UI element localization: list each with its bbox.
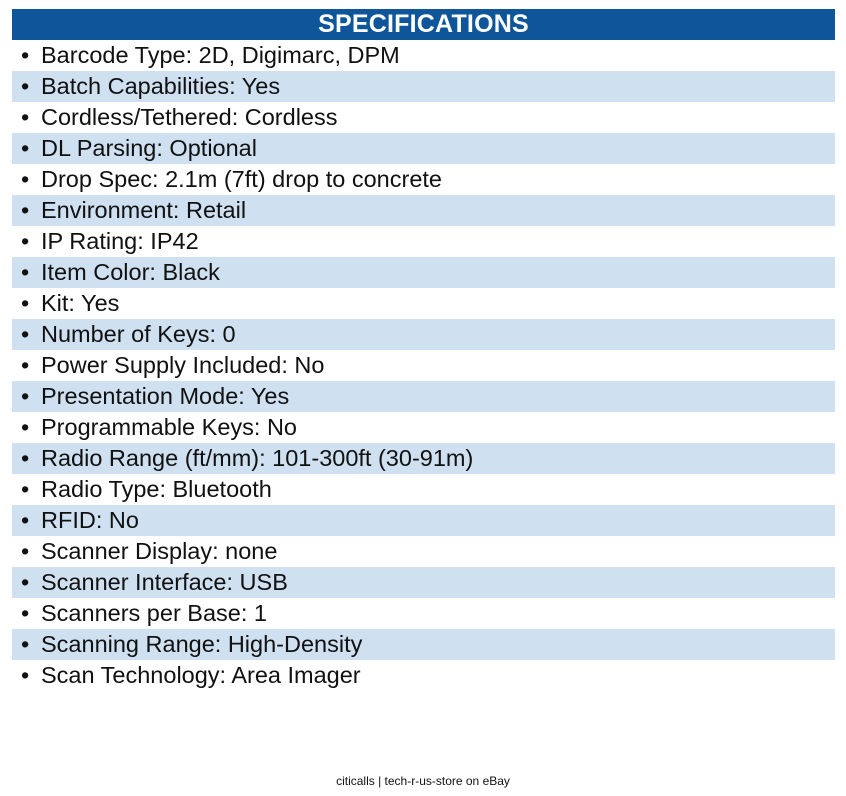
- bullet-marker: •: [21, 197, 30, 223]
- spec-text: Item Color: Black: [41, 259, 220, 285]
- bullet-marker: •: [21, 228, 30, 254]
- spec-row: • Drop Spec: 2.1m (7ft) drop to concrete: [12, 164, 835, 195]
- spec-row: • Kit: Yes: [12, 288, 835, 319]
- specifications-header: SPECIFICATIONS: [12, 9, 835, 40]
- spec-text: IP Rating: IP42: [41, 228, 199, 254]
- spec-text: Barcode Type: 2D, Digimarc, DPM: [41, 42, 400, 68]
- bullet-marker: •: [21, 73, 30, 99]
- spec-text: Cordless/Tethered: Cordless: [41, 104, 338, 130]
- spec-row: • Item Color: Black: [12, 257, 835, 288]
- spec-row: • Scanning Range: High-Density: [12, 629, 835, 660]
- spec-text: Drop Spec: 2.1m (7ft) drop to concrete: [41, 166, 442, 192]
- bullet-marker: •: [21, 631, 30, 657]
- spec-row: • Radio Type: Bluetooth: [12, 474, 835, 505]
- bullet-marker: •: [21, 135, 30, 161]
- bullet-marker: •: [21, 290, 30, 316]
- spec-row: • Barcode Type: 2D, Digimarc, DPM: [12, 40, 835, 71]
- spec-text: Kit: Yes: [41, 290, 120, 316]
- spec-row: • Environment: Retail: [12, 195, 835, 226]
- bullet-marker: •: [21, 383, 30, 409]
- bullet-marker: •: [21, 104, 30, 130]
- bullet-marker: •: [21, 352, 30, 378]
- spec-row: • RFID: No: [12, 505, 835, 536]
- bullet-marker: •: [21, 476, 30, 502]
- spec-row: • IP Rating: IP42: [12, 226, 835, 257]
- spec-row: • Scanner Display: none: [12, 536, 835, 567]
- spec-text: Number of Keys: 0: [41, 321, 236, 347]
- spec-text: Scanner Interface: USB: [41, 569, 288, 595]
- spec-text: Scan Technology: Area Imager: [41, 662, 361, 688]
- spec-text: Programmable Keys: No: [41, 414, 297, 440]
- spec-text: Radio Range (ft/mm): 101-300ft (30-91m): [41, 445, 474, 471]
- spec-text: Presentation Mode: Yes: [41, 383, 290, 409]
- spec-text: Batch Capabilities: Yes: [41, 73, 281, 99]
- spec-row: • Number of Keys: 0: [12, 319, 835, 350]
- spec-text: Scanning Range: High-Density: [41, 631, 363, 657]
- spec-row: • Power Supply Included: No: [12, 350, 835, 381]
- spec-row: • Programmable Keys: No: [12, 412, 835, 443]
- footer-credit: citicalls | tech-r-us-store on eBay: [336, 774, 510, 788]
- spec-row: • Presentation Mode: Yes: [12, 381, 835, 412]
- spec-row: • Scanners per Base: 1: [12, 598, 835, 629]
- spec-text: Environment: Retail: [41, 197, 247, 223]
- specifications-table: SPECIFICATIONS • Barcode Type: 2D, Digima…: [12, 9, 835, 691]
- spec-text: Scanners per Base: 1: [41, 600, 267, 626]
- spec-row: • DL Parsing: Optional: [12, 133, 835, 164]
- bullet-marker: •: [21, 445, 30, 471]
- bullet-marker: •: [21, 166, 30, 192]
- spec-text: Power Supply Included: No: [41, 352, 325, 378]
- specifications-list: • Barcode Type: 2D, Digimarc, DPM • Batch …: [12, 40, 835, 691]
- spec-text: Scanner Display: none: [41, 538, 278, 564]
- spec-row: • Radio Range (ft/mm): 101-300ft (30-91m): [12, 443, 835, 474]
- spec-row: • Cordless/Tethered: Cordless: [12, 102, 835, 133]
- bullet-marker: •: [21, 569, 30, 595]
- spec-text: RFID: No: [41, 507, 139, 533]
- bullet-marker: •: [21, 662, 30, 688]
- spec-text: DL Parsing: Optional: [41, 135, 257, 161]
- bullet-marker: •: [21, 507, 30, 533]
- bullet-marker: •: [21, 42, 30, 68]
- bullet-marker: •: [21, 600, 30, 626]
- bullet-marker: •: [21, 321, 30, 347]
- spec-row: • Batch Capabilities: Yes: [12, 71, 835, 102]
- spec-row: • Scanner Interface: USB: [12, 567, 835, 598]
- bullet-marker: •: [21, 538, 30, 564]
- bullet-marker: •: [21, 259, 30, 285]
- spec-text: Radio Type: Bluetooth: [41, 476, 272, 502]
- spec-row: • Scan Technology: Area Imager: [12, 660, 835, 691]
- bullet-marker: •: [21, 414, 30, 440]
